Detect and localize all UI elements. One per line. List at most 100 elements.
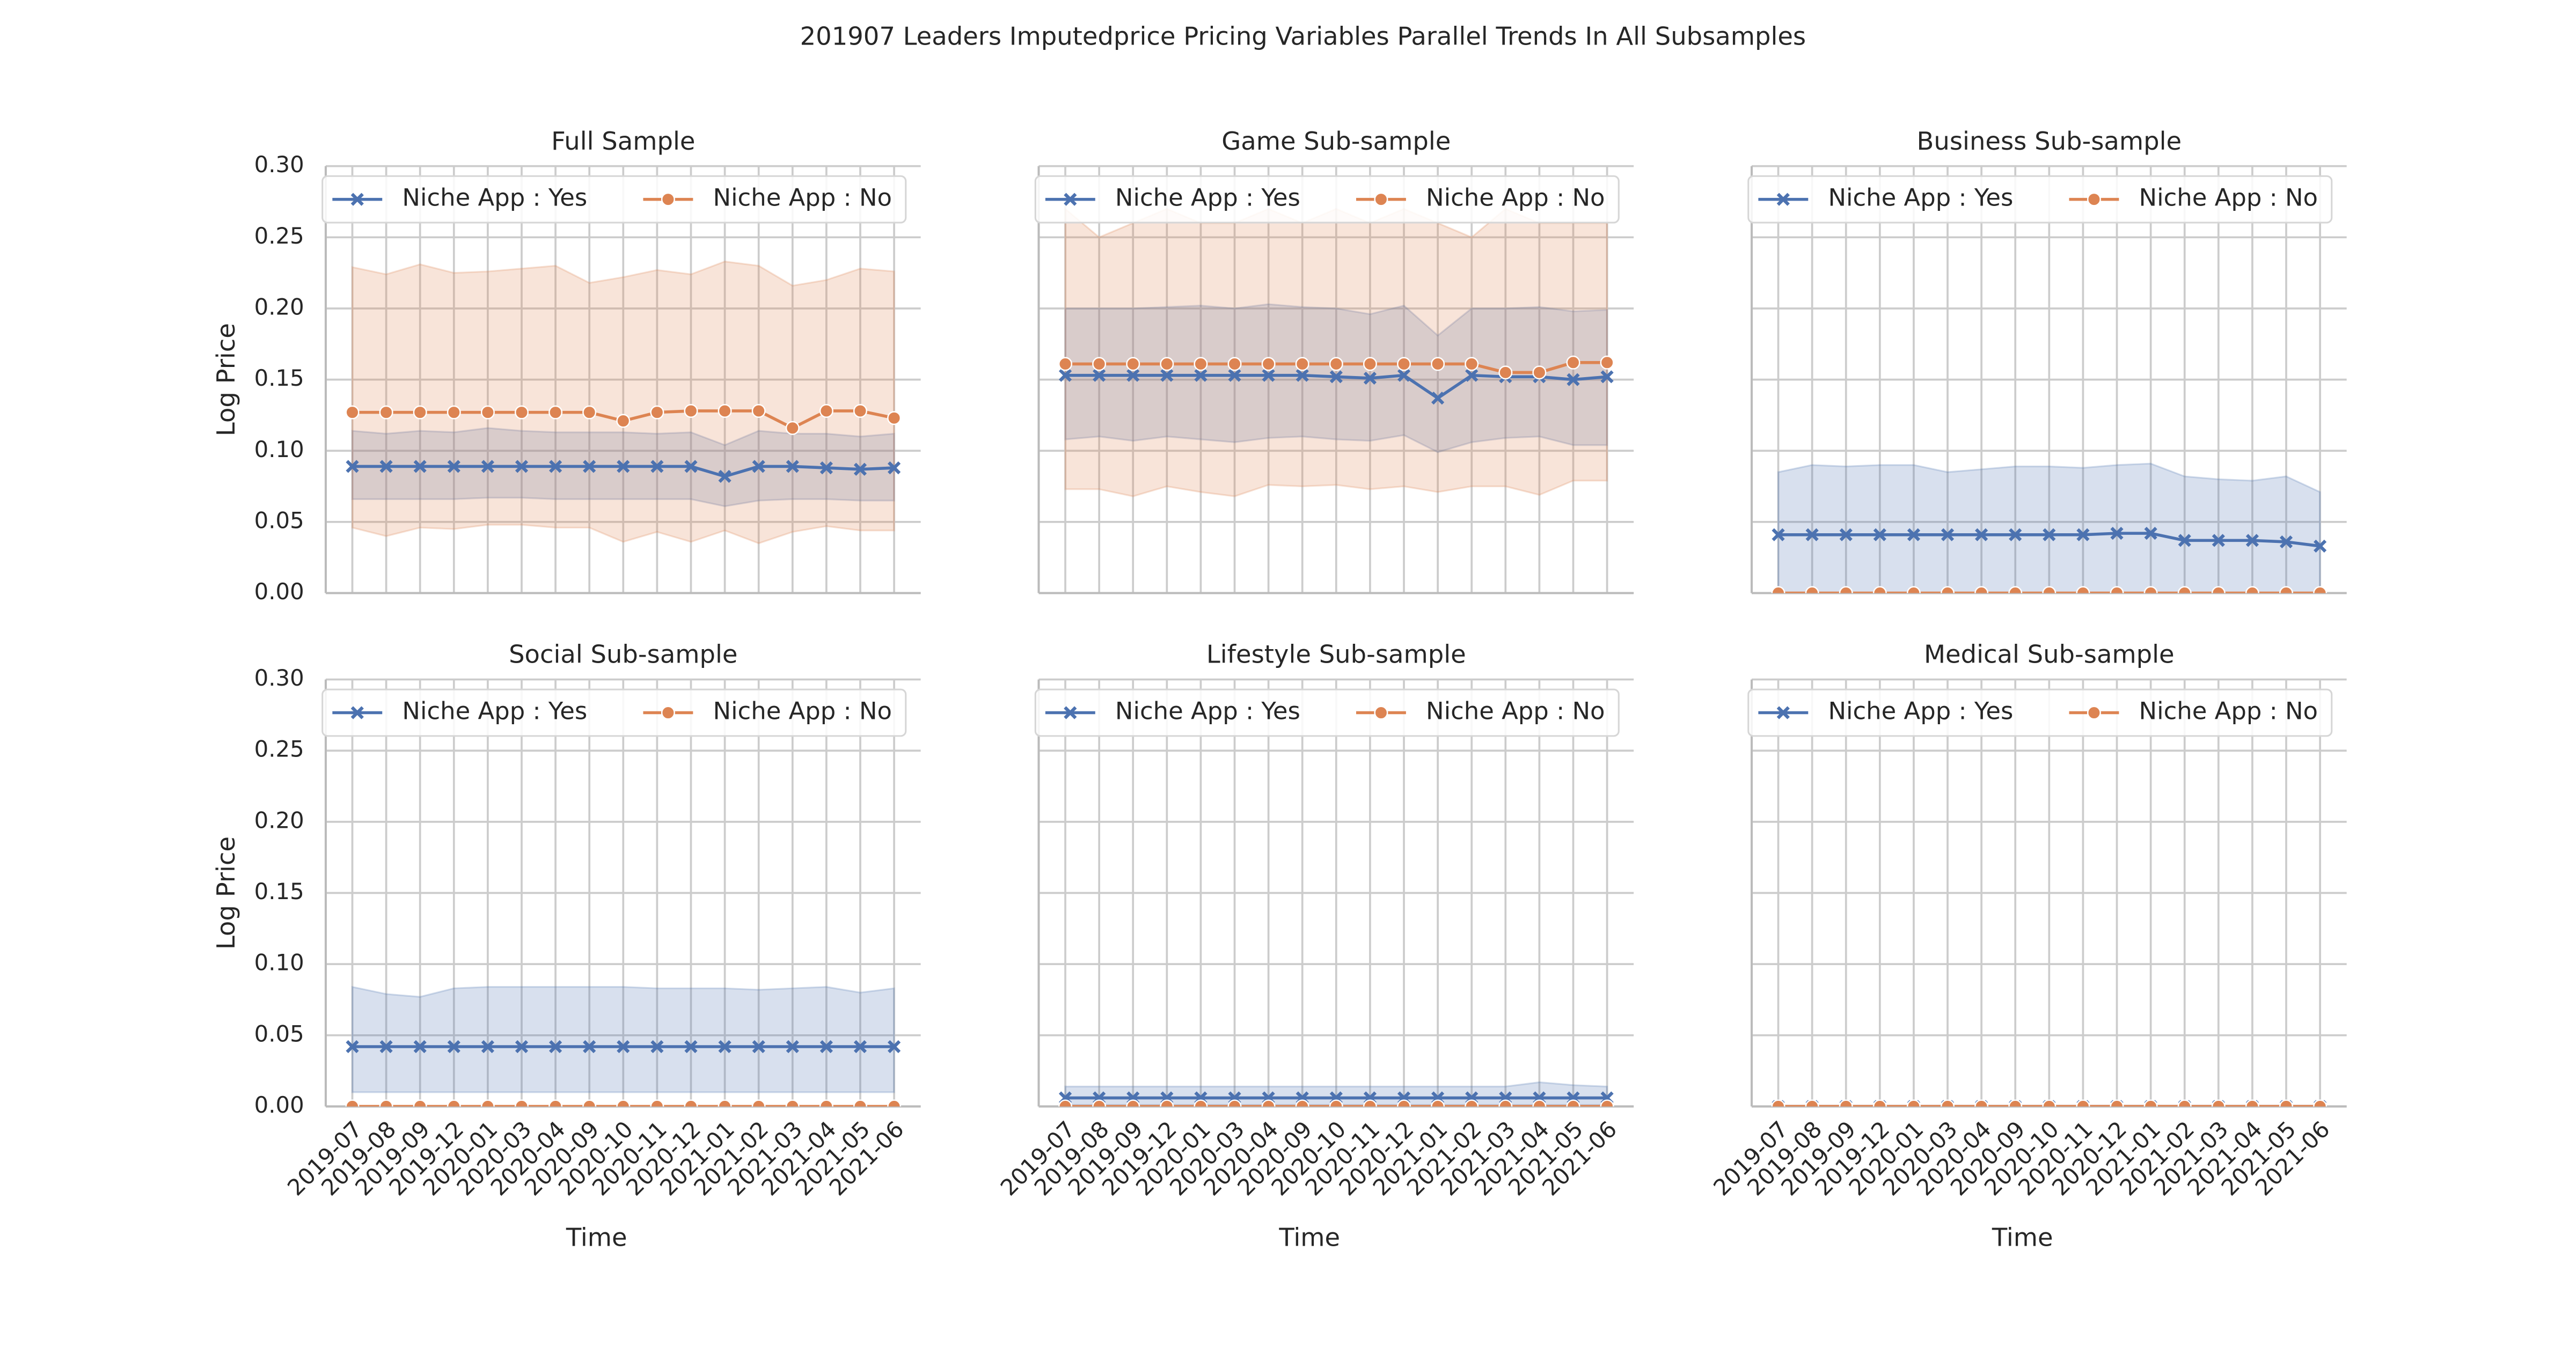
legend-label: Niche App : Yes — [402, 183, 587, 212]
marker-dot — [345, 1099, 360, 1107]
marker-dot — [1771, 586, 1785, 593]
marker-x — [1064, 706, 1077, 719]
marker-x — [819, 461, 833, 475]
marker-dot — [1374, 192, 1388, 207]
y-tick-label: 0.20 — [254, 807, 304, 833]
y-axis-label: Log Price — [211, 323, 240, 436]
marker-dot — [2087, 705, 2101, 720]
marker-x — [2279, 535, 2293, 549]
marker-x — [853, 462, 867, 476]
marker-dot — [1092, 357, 1107, 371]
marker-dot — [1566, 355, 1580, 370]
marker-x — [887, 1040, 901, 1054]
y-tick-label: 0.25 — [254, 736, 304, 762]
marker-dot — [2177, 1099, 2192, 1107]
legend-label: Niche App : No — [1426, 697, 1605, 725]
marker-x — [413, 1040, 427, 1054]
marker-dot — [480, 1099, 495, 1107]
marker-dot — [1126, 357, 1140, 371]
marker-dot — [1872, 586, 1887, 593]
marker-dot — [480, 405, 495, 420]
y-tick-label: 0.00 — [254, 578, 304, 605]
marker-x — [413, 460, 427, 473]
marker-dot — [1329, 357, 1343, 371]
marker-dot — [582, 1099, 597, 1107]
marker-dot — [718, 1099, 732, 1107]
marker-x — [1941, 528, 1955, 541]
marker-x — [1772, 528, 1785, 541]
legend-box — [1747, 688, 2333, 737]
confidence-band — [1777, 462, 2321, 593]
marker-x — [2009, 528, 2022, 541]
y-tick-label: 0.15 — [254, 365, 304, 391]
marker-dot — [785, 421, 800, 435]
legend-label: Niche App : Yes — [1115, 183, 1300, 212]
marker-dot — [1805, 586, 1819, 593]
marker-dot — [853, 1099, 867, 1107]
marker-dot — [345, 405, 360, 420]
marker-dot — [1771, 1099, 1785, 1107]
marker-dot — [887, 411, 902, 425]
marker-x — [684, 460, 698, 473]
marker-dot — [1396, 357, 1411, 371]
marker-x — [346, 460, 359, 473]
legend-label: Niche App : No — [2139, 697, 2318, 725]
marker-dot — [650, 1099, 664, 1107]
marker-dot — [1363, 1099, 1377, 1107]
marker-x — [819, 1040, 833, 1054]
marker-x — [2245, 534, 2259, 547]
marker-x — [853, 1040, 867, 1054]
marker-dot — [2279, 586, 2293, 593]
marker-x — [1431, 392, 1445, 405]
marker-dot — [1295, 1099, 1309, 1107]
marker-dot — [1374, 705, 1388, 720]
marker-dot — [1465, 357, 1479, 371]
marker-x — [1363, 371, 1377, 385]
marker-x — [1567, 373, 1580, 386]
subplot-title: Lifestyle Sub-sample — [1206, 640, 1466, 669]
legend-label: Niche App : Yes — [1828, 697, 2013, 725]
marker-x — [481, 1040, 495, 1054]
marker-dot — [1839, 586, 1853, 593]
legend: Niche App : Yes Niche App : No — [1747, 688, 2333, 737]
marker-dot — [2245, 1099, 2259, 1107]
legend-label: Niche App : No — [713, 697, 892, 725]
marker-dot — [819, 403, 833, 418]
y-tick-label: 0.20 — [254, 293, 304, 320]
y-tick-label: 0.15 — [254, 878, 304, 904]
marker-dot — [1600, 1099, 1614, 1107]
subplot-title: Social Sub-sample — [509, 640, 737, 669]
marker-x — [2313, 539, 2327, 553]
marker-x — [1776, 706, 1790, 719]
marker-dot — [819, 1099, 833, 1107]
marker-x — [350, 193, 364, 206]
marker-dot — [1498, 365, 1513, 380]
marker-dot — [1295, 357, 1309, 371]
marker-x — [1262, 369, 1275, 382]
marker-x — [617, 1040, 630, 1054]
marker-dot — [1058, 357, 1073, 371]
marker-dot — [1431, 357, 1445, 371]
marker-x — [481, 460, 495, 473]
confidence-band — [351, 985, 895, 1093]
marker-dot — [2008, 586, 2023, 593]
marker-dot — [447, 1099, 461, 1107]
marker-dot — [2087, 192, 2101, 207]
marker-dot — [1396, 1099, 1411, 1107]
marker-dot — [661, 705, 675, 720]
marker-dot — [2076, 1099, 2090, 1107]
marker-x — [617, 460, 630, 473]
marker-x — [1805, 528, 1819, 541]
marker-x — [1907, 528, 1921, 541]
x-axis-label: Time — [1992, 1223, 2053, 1252]
marker-dot — [1906, 586, 1921, 593]
legend: Niche App : Yes Niche App : No — [321, 175, 907, 224]
marker-dot — [1941, 586, 1955, 593]
marker-dot — [1600, 355, 1614, 370]
marker-x — [549, 460, 562, 473]
legend-box — [1034, 175, 1620, 224]
marker-x — [1839, 528, 1853, 541]
marker-dot — [2211, 586, 2226, 593]
